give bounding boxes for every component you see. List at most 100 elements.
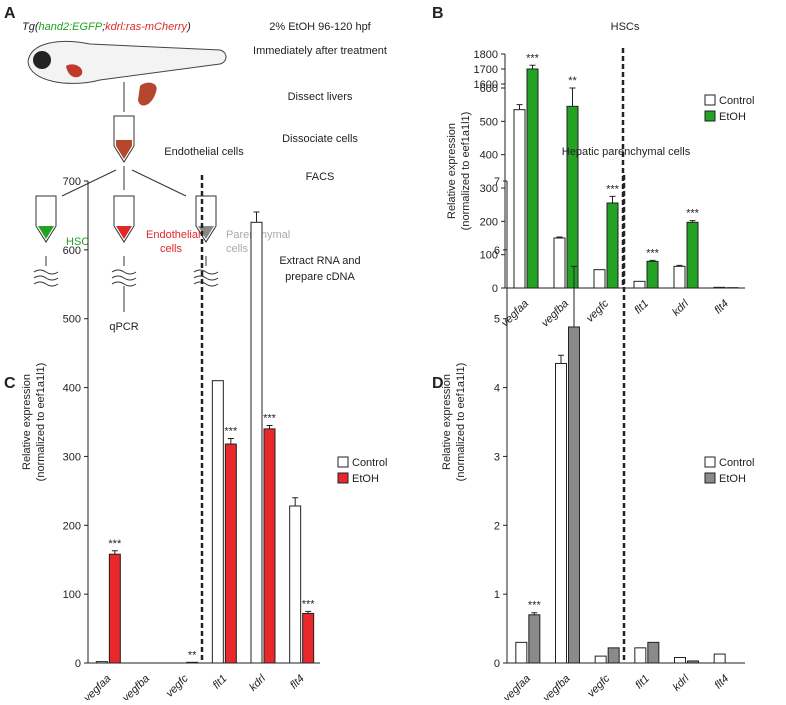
error-bar: [530, 65, 536, 69]
x-tick-label: vegfc: [585, 672, 612, 699]
legend-swatch: [705, 95, 715, 105]
cell-label: cells: [226, 243, 249, 255]
y-tick-label: 200: [480, 216, 498, 228]
bar: [527, 69, 538, 288]
x-tick-label: vegfc: [584, 297, 611, 324]
step: 2% EtOH 96-120 hpf: [269, 21, 371, 33]
error-bar: [267, 425, 273, 428]
step: Immediately after treatment: [253, 45, 387, 57]
y-tick-label: 5: [494, 314, 500, 326]
legend-swatch: [338, 473, 348, 483]
significance: ***: [646, 247, 660, 259]
error-bar: [228, 439, 234, 445]
y-tick-label: 1: [494, 589, 500, 601]
error-bar: [112, 551, 118, 554]
y-tick-label: 1800: [474, 49, 498, 61]
y-tick-label: 400: [63, 383, 81, 395]
legend-swatch: [705, 111, 715, 121]
significance: **: [188, 649, 197, 661]
x-tick-label: vegfaa: [82, 673, 114, 700]
y-tick-label: 0: [494, 658, 500, 670]
error-bar: [610, 196, 616, 203]
y-axis-label: Relative expression: [441, 374, 453, 470]
x-tick-label: vegfaa: [499, 298, 531, 330]
error-bar: [570, 88, 576, 106]
x-tick-label: flt4: [712, 298, 731, 317]
panel-label: A: [4, 5, 16, 22]
larva-eye: [33, 51, 51, 69]
error-bar: [558, 355, 564, 363]
legend-label: Control: [719, 95, 754, 107]
step: Dissect livers: [288, 91, 353, 103]
bar: [688, 661, 699, 663]
bar: [251, 222, 262, 663]
y-axis-label: (normalized to eef1a1l1): [455, 363, 467, 482]
title-part: hand2:EGFP: [39, 21, 103, 33]
title-part: Tg(: [22, 21, 40, 33]
x-tick-label: vegfc: [164, 672, 191, 699]
x-tick-label: vegfba: [541, 673, 573, 700]
step: FACS: [306, 171, 335, 183]
bar: [569, 327, 580, 663]
bar: [225, 444, 236, 663]
bar: [594, 270, 605, 288]
chart: Hepatic parenchymal cells Relative expres…: [441, 146, 754, 700]
bar: [714, 287, 725, 288]
x-tick-label: flt4: [712, 673, 731, 692]
step: Extract RNA and: [279, 255, 360, 267]
legend-swatch: [705, 473, 715, 483]
x-tick-label: flt1: [211, 673, 230, 692]
readout: qPCR: [109, 321, 138, 333]
bar: [290, 506, 301, 663]
legend-label: Control: [352, 457, 387, 469]
error-bar: [254, 212, 260, 222]
transgene-title: Tg(hand2:EGFP;kdrl:ras-mCherry): [22, 21, 191, 33]
y-axis-label: Relative expression: [21, 374, 33, 470]
x-tick-label: kdrl: [247, 672, 268, 693]
bar: [212, 381, 223, 663]
y-tick-label: 600: [63, 245, 81, 257]
cell-pellet: [116, 140, 132, 159]
title-part: kdrl:ras-mCherry: [105, 21, 188, 33]
significance: ***: [302, 598, 316, 610]
larva: [28, 41, 226, 83]
legend-label: Control: [719, 457, 754, 469]
bar: [109, 554, 120, 663]
panel-label: B: [432, 5, 444, 22]
bar: [96, 662, 107, 663]
bar: [529, 615, 540, 663]
bar: [554, 238, 565, 288]
y-tick-label: 0: [75, 658, 81, 670]
y-tick-label: 4: [494, 383, 500, 395]
bar: [607, 203, 618, 288]
y-axis-label: (normalized to eef1a1l1): [460, 112, 472, 231]
bar: [648, 642, 659, 663]
y-tick-label: 400: [480, 150, 498, 162]
x-tick-label: flt1: [633, 673, 652, 692]
significance: ***: [263, 412, 277, 424]
bar: [516, 642, 527, 663]
bar: [514, 110, 525, 288]
chart-title: Hepatic parenchymal cells: [562, 146, 691, 158]
bar: [567, 106, 578, 288]
step: Dissociate cells: [282, 133, 358, 145]
y-tick-label: 700: [63, 176, 81, 188]
y-tick-label: 1700: [474, 64, 498, 76]
chart-title: Endothelial cells: [164, 146, 244, 158]
x-tick-label: vegfba: [539, 298, 571, 330]
dissected-liver: [138, 83, 157, 106]
rna-waves: [34, 270, 218, 286]
panel-label: C: [4, 375, 16, 392]
y-tick-label: 300: [63, 451, 81, 463]
bar: [608, 648, 619, 663]
y-tick-label: 3: [494, 451, 500, 463]
bar: [187, 662, 198, 663]
cell-label: cells: [160, 243, 183, 255]
x-tick-label: flt4: [288, 673, 307, 692]
significance: ***: [526, 52, 540, 64]
bar: [635, 648, 646, 663]
y-tick-label: 100: [63, 589, 81, 601]
bar: [714, 654, 725, 663]
